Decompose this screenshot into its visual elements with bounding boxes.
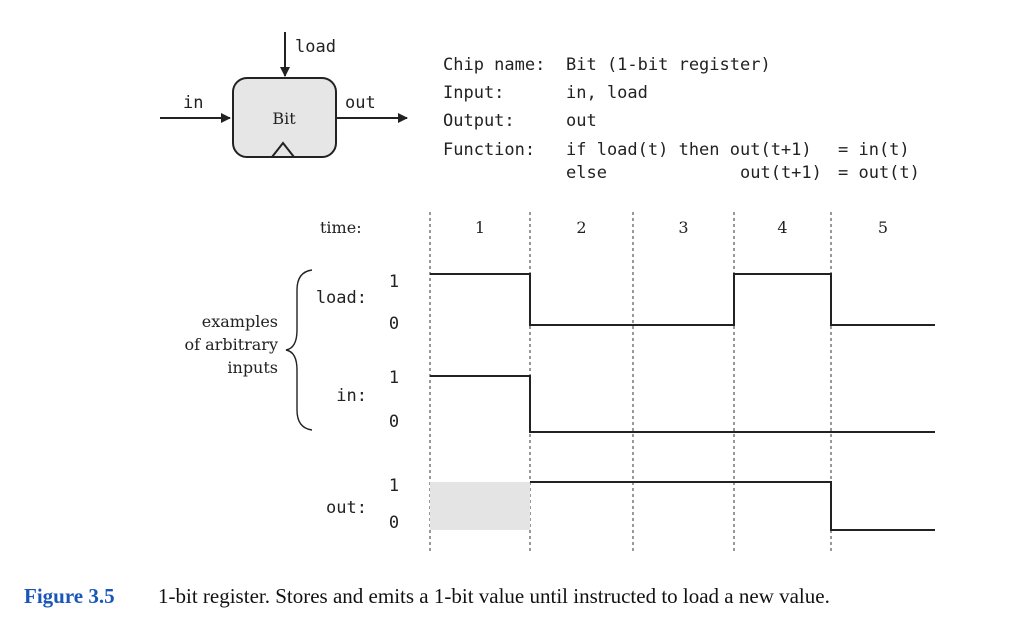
brace-label-line-3: inputs [227, 358, 278, 377]
signal-load-waveform [430, 273, 935, 326]
signal-in-low-label: 0 [389, 412, 399, 432]
spec-output-value: out [566, 111, 597, 131]
spec-chipname-key: Chip name: [443, 55, 545, 75]
spec-chipname-value: Bit (1-bit register) [566, 55, 771, 75]
signal-out-high-label: 1 [389, 476, 399, 496]
signal-rows: load: 1 0 in: 1 0 out: 1 0 [316, 272, 935, 533]
signal-out: out: 1 0 [326, 476, 935, 533]
signal-load-high-label: 1 [389, 272, 399, 292]
out-pin-label: out [345, 93, 376, 113]
chip-box [232, 77, 337, 158]
chip-spec: Chip name: Bit (1-bit register) Input: i… [443, 55, 920, 183]
signal-out-waveform [530, 481, 935, 531]
spec-output-key: Output: [443, 111, 515, 131]
caption-number: Figure 3.5 [24, 584, 115, 608]
cycle-label-2: 2 [576, 218, 586, 237]
caption-text: 1-bit register. Stores and emits a 1-bit… [158, 584, 830, 608]
signal-load: load: 1 0 [316, 272, 935, 334]
signal-in: in: 1 0 [336, 368, 935, 433]
cycle-label-5: 5 [878, 218, 888, 237]
chip-name-label: Bit [272, 109, 296, 128]
brace-label-line-2: of arbitrary [185, 335, 279, 354]
signal-out-low-label: 0 [389, 513, 399, 533]
spec-input-value: in, load [566, 83, 648, 103]
figure-caption: Figure 3.5 1-bit register. Stores and em… [24, 584, 830, 608]
clock-triangle-icon [271, 141, 295, 158]
chip-diagram: load in Bit out [160, 32, 408, 158]
load-pin-label: load [295, 37, 336, 57]
in-pin-label: in [183, 93, 203, 113]
spec-input-key: Input: [443, 83, 504, 103]
signal-name-out: out: [326, 498, 367, 518]
timing-diagram: time: 1 2 3 4 5 examples of arbitrary inputs… [185, 212, 935, 552]
signal-name-load: load: [316, 288, 367, 308]
signal-out-undefined-region [430, 482, 530, 530]
spec-function-key: Function: [443, 140, 535, 160]
spec-function-else-result: = out(t) [838, 163, 920, 183]
cycle-label-4: 4 [777, 218, 787, 237]
spec-function-else-out: out(t+1) [740, 163, 822, 183]
spec-function-if-result: = in(t) [838, 140, 910, 160]
brace-label-line-1: examples [202, 312, 278, 331]
spec-function-if: if load(t) then out(t+1) [566, 140, 812, 160]
signal-name-in: in: [336, 386, 367, 406]
cycle-labels: 1 2 3 4 5 [475, 218, 888, 237]
time-label: time: [320, 218, 362, 237]
cycle-label-1: 1 [475, 218, 485, 237]
cycle-label-3: 3 [678, 218, 688, 237]
spec-function-else: else [566, 163, 607, 183]
signal-load-low-label: 0 [389, 314, 399, 334]
signal-in-high-label: 1 [389, 368, 399, 388]
inputs-brace [285, 269, 313, 431]
signal-in-waveform [430, 375, 935, 433]
